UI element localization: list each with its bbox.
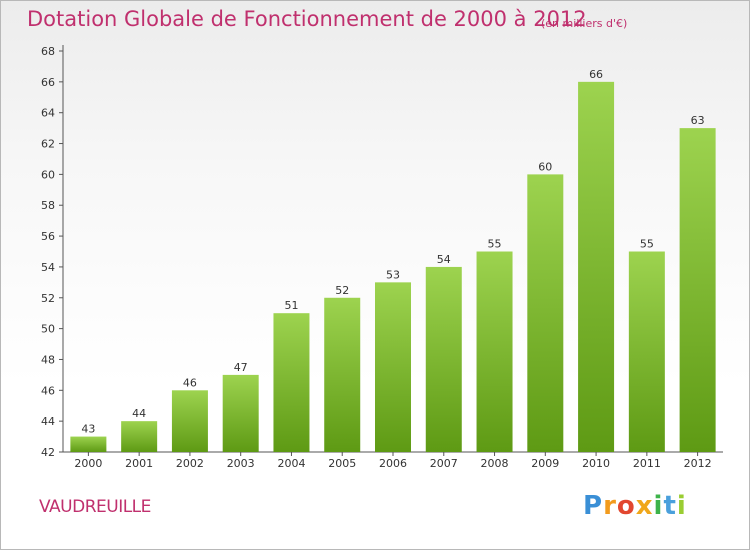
bar-2001 [121,421,158,452]
chart-title: Dotation Globale de Fonctionnement de 20… [27,7,587,31]
bar-2000 [70,436,107,452]
x-tick-label: 2007 [430,457,458,470]
data-label-2006: 53 [386,268,400,281]
bar-2006 [375,282,411,452]
data-label-2003: 47 [234,361,248,374]
y-tick-label: 66 [41,76,55,89]
x-tick-label: 2000 [74,457,102,470]
bar-2012 [679,128,716,452]
bar-2011 [628,251,665,452]
data-labels: 43 44 46 47 51 52 53 54 55 60 66 55 63 [81,68,704,436]
bar-2010 [578,81,615,452]
city-name: VAUDREUILLE [39,497,151,517]
y-tick-label: 44 [41,415,55,428]
y-tick-label: 64 [41,107,55,120]
x-tick-label: 2003 [227,457,255,470]
data-label-2002: 46 [183,376,197,389]
y-tick-label: 50 [41,323,55,336]
data-label-2001: 44 [132,407,146,420]
y-tick-label: 56 [41,230,55,243]
data-label-2009: 60 [538,160,552,173]
chart-subtitle: (en milliers d'€) [541,17,628,30]
y-tick-label: 48 [41,353,55,366]
data-label-2007: 54 [437,253,451,266]
data-label-2011: 55 [640,238,654,251]
bars [70,81,716,452]
x-tick-label: 2005 [328,457,356,470]
data-label-2000: 43 [81,423,95,436]
data-label-2005: 52 [335,284,349,297]
x-tick-label: 2008 [481,457,509,470]
y-tick-label: 68 [41,45,55,58]
data-label-2010: 66 [589,68,603,81]
bar-2008 [476,251,513,452]
proxiti-logo[interactable]: Proxiti [583,491,687,521]
y-tick-label: 58 [41,199,55,212]
bar-2002 [171,390,208,452]
y-tick-label: 42 [41,446,55,459]
x-tick-label: 2009 [531,457,559,470]
bar-2003 [222,374,259,452]
x-tick-label: 2002 [176,457,204,470]
y-tick-label: 54 [41,261,55,274]
data-label-2004: 51 [284,299,298,312]
bar-2007 [425,266,462,452]
x-tick-label: 2004 [277,457,305,470]
bar-2009 [527,174,564,452]
y-tick-label: 60 [41,168,55,181]
axes: 42 44 46 48 50 52 54 56 58 60 62 64 66 68 2000 2001 2002… [41,45,723,470]
bar-2005 [324,297,361,452]
x-tick-label: 2006 [379,457,407,470]
x-tick-label: 2011 [633,457,661,470]
y-tick-label: 46 [41,384,55,397]
x-tick-label: 2010 [582,457,610,470]
x-tick-label: 2001 [125,457,153,470]
data-label-2008: 55 [488,238,502,251]
y-tick-label: 62 [41,138,55,151]
y-tick-label: 52 [41,292,55,305]
data-label-2012: 63 [691,114,705,127]
bar-2004 [273,313,310,452]
x-tick-label: 2012 [684,457,712,470]
